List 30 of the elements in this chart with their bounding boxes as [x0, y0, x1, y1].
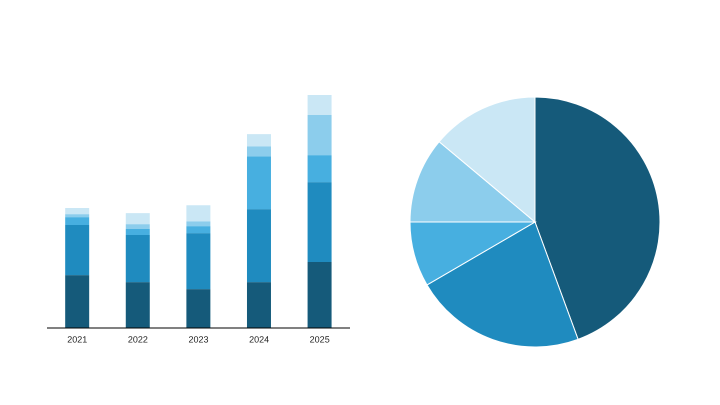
- bar: [65, 225, 90, 276]
- bar: [308, 95, 332, 116]
- bar: [186, 205, 210, 222]
- bar: [186, 289, 210, 328]
- bar: [246, 282, 271, 328]
- bar: [126, 282, 150, 328]
- bar: [246, 209, 271, 282]
- bar: [308, 182, 332, 262]
- x-tick-label: 2025: [310, 334, 330, 344]
- bar: [65, 275, 90, 328]
- bar: [65, 214, 90, 218]
- bar: [126, 224, 150, 229]
- x-tick-label: 2022: [128, 334, 148, 344]
- x-tick-label: 2021: [67, 334, 88, 344]
- bar: [186, 221, 210, 226]
- bar: [186, 226, 210, 234]
- bar: [65, 217, 90, 226]
- bar: [186, 233, 210, 290]
- bar: [308, 155, 332, 182]
- bar: [308, 262, 332, 328]
- x-tick-label: 2023: [188, 334, 209, 344]
- bar: [126, 228, 150, 236]
- bar: [308, 115, 332, 156]
- bar: [246, 156, 271, 210]
- bar: [246, 134, 271, 146]
- bar: [246, 146, 271, 156]
- bar: [65, 208, 90, 214]
- bar: [126, 213, 150, 224]
- x-tick-label: 2024: [249, 334, 270, 344]
- bar: [126, 235, 150, 282]
